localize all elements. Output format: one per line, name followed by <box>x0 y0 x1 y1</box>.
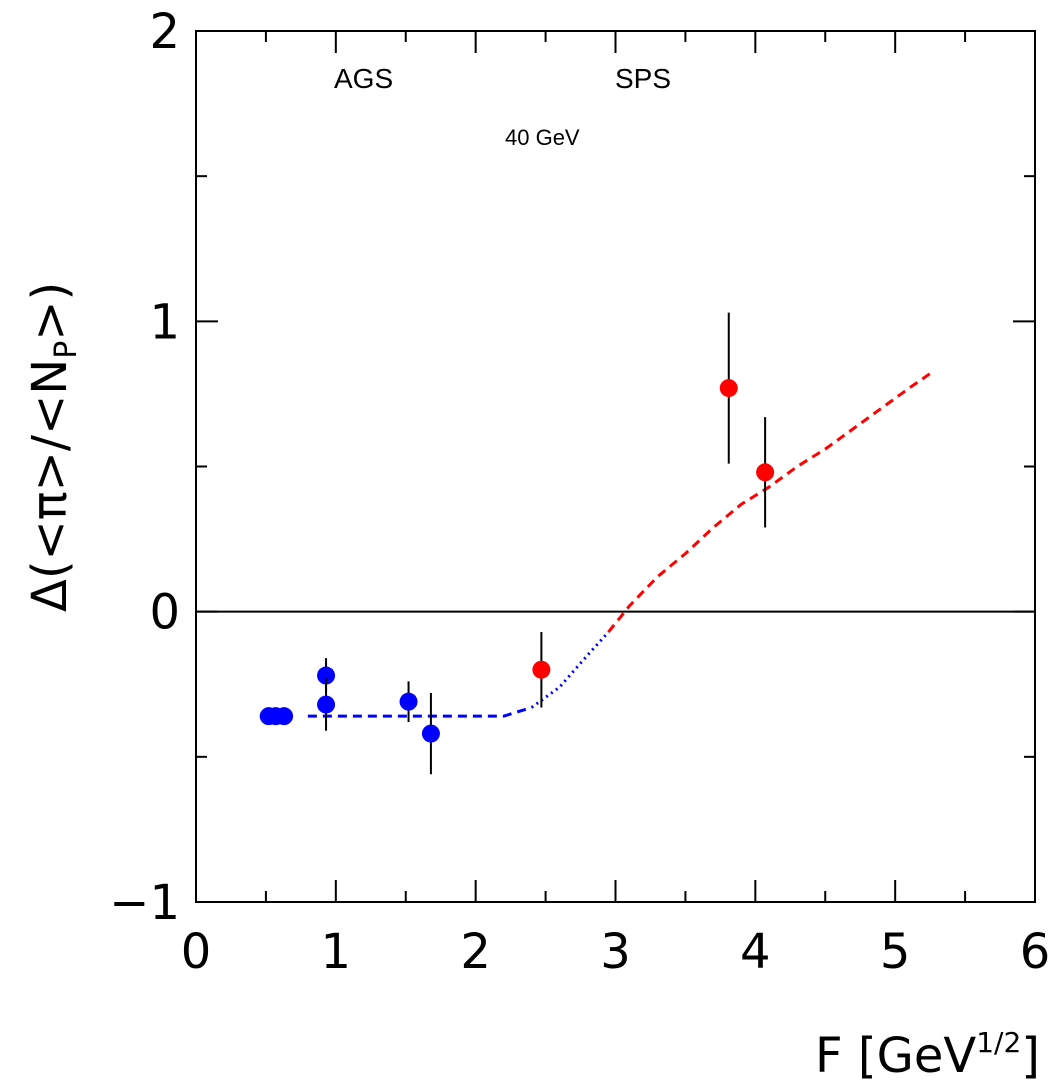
y-tick-label: 0 <box>149 585 180 641</box>
data-point <box>399 692 418 711</box>
data-point <box>756 463 775 482</box>
model-curves <box>307 369 936 718</box>
x-tick-label: 5 <box>880 924 911 980</box>
data-points <box>259 312 775 775</box>
data-point <box>317 666 336 685</box>
x-tick-label: 2 <box>460 924 491 980</box>
model-curve-dotted <box>530 630 610 709</box>
axis-ticks <box>195 30 1036 903</box>
annotation-sps: SPS <box>615 63 671 94</box>
y-tick-label: 1 <box>149 294 180 350</box>
y-tick-label: 2 <box>149 4 180 60</box>
data-point <box>317 695 336 714</box>
y-tick-label: −1 <box>109 875 180 931</box>
x-tick-label: 0 <box>181 924 212 980</box>
model-curve-dashed <box>607 369 936 633</box>
x-tick-label: 1 <box>321 924 352 980</box>
x-tick-label: 4 <box>740 924 771 980</box>
x-tick-label: 3 <box>600 924 631 980</box>
x-tick-label: 6 <box>1020 924 1051 980</box>
data-point <box>421 724 440 743</box>
data-point <box>719 379 738 398</box>
y-axis-label: Δ(<π>/<NP>) <box>22 282 84 612</box>
data-point <box>275 707 294 726</box>
data-point <box>532 660 551 679</box>
annotation-40gev: 40 GeV <box>505 125 580 150</box>
x-axis-label: F [GeV1/2] <box>815 1026 1040 1084</box>
y-tick-labels: −1 0 1 2 <box>109 4 180 931</box>
x-tick-labels: 0 1 2 3 4 5 6 <box>181 924 1051 980</box>
model-curve-dashed <box>307 706 533 718</box>
plot-frame <box>195 30 1036 903</box>
annotation-ags: AGS <box>334 63 393 94</box>
